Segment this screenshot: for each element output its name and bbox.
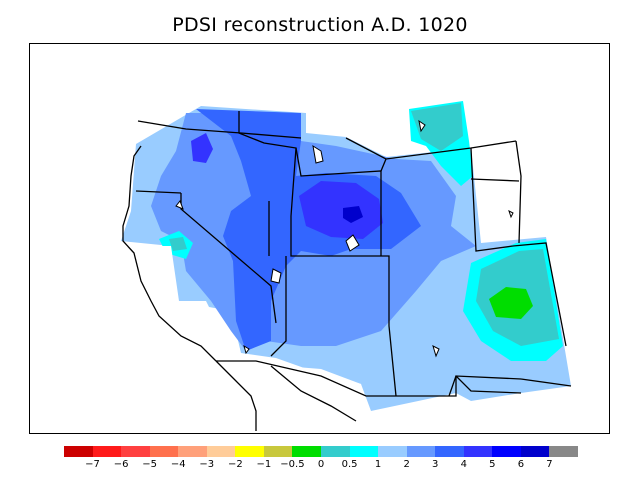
legend-tick-label: 6: [517, 459, 525, 470]
field-very-wet-rockies: [299, 181, 383, 239]
lake-tahoe: [175, 200, 184, 210]
legend-tick-label: 0: [317, 459, 325, 470]
southeast-border: [520, 378, 572, 387]
reservoir-nm: [432, 345, 440, 358]
wyoming-montana-border: [295, 147, 382, 256]
washington-oregon-border: [135, 190, 182, 194]
reservoir-az: [243, 344, 250, 355]
legend-tick-label: −5: [142, 459, 158, 470]
legend-swatch-2: [121, 446, 151, 457]
field-teal-california: [169, 237, 187, 251]
reservoir-mt: [418, 119, 426, 133]
dakota-border: [515, 140, 522, 244]
legend-tick-label: 2: [403, 459, 410, 470]
legend-tick-label: 5: [489, 459, 496, 470]
legend-swatch-4: [178, 446, 208, 457]
legend-tick-label: 0.5: [341, 459, 358, 470]
legend-swatch-15: [492, 446, 522, 457]
legend-swatch-7: [263, 446, 293, 457]
legend-tick-label: 3: [432, 459, 439, 470]
legend-swatch-9: [321, 446, 351, 457]
legend-swatch-11: [378, 446, 408, 457]
legend-swatch-1: [92, 446, 122, 457]
no-data-mexico: [221, 361, 366, 431]
no-data-central-valley: [131, 246, 221, 361]
legend-swatch-16: [520, 446, 550, 457]
color-legend: −7 −6 −5 −4 −3 −2 −1 −0.5 0 0.5 1 2 3 4 5 6 7: [64, 446, 579, 476]
legend-swatch-6: [235, 446, 265, 457]
field-peak-core: [343, 206, 363, 223]
field-strong-wet: [196, 109, 421, 351]
canada-border: [137, 120, 302, 139]
state-boundaries: [122, 111, 572, 431]
legend-swatch-3: [149, 446, 179, 457]
legend-tick-label: 7: [546, 459, 553, 470]
legend-tick-label: 4: [460, 459, 467, 470]
lake-mead: [270, 268, 282, 284]
mexico-coast: [215, 360, 257, 431]
legend-swatch-0: [64, 446, 94, 457]
field-normal-green: [489, 287, 533, 319]
montana-dakota-border: [380, 158, 387, 172]
legend-swatch-12: [406, 446, 436, 457]
legend-swatch-5: [206, 446, 236, 457]
field-very-wet-north: [191, 133, 213, 163]
legend-swatch-13: [435, 446, 465, 457]
texas-border: [448, 375, 457, 397]
legend-tick-label: −0.5: [280, 459, 305, 470]
pdsi-field: [121, 101, 571, 411]
utah-wyoming-border: [290, 216, 381, 257]
map-title: PDSI reconstruction A.D. 1020: [172, 14, 468, 36]
nebraska-border: [470, 178, 520, 182]
legend-tick-label: −1: [256, 459, 272, 470]
legend-swatch-14: [463, 446, 493, 457]
legend-tick-label: −6: [113, 459, 129, 470]
legend-swatch-17: [549, 446, 579, 457]
gulf-california: [270, 365, 357, 422]
map-frame: [29, 43, 610, 434]
legend-tick-label: −7: [85, 459, 100, 470]
legend-swatch-10: [349, 446, 379, 457]
canada-border-east: [345, 137, 517, 160]
reservoir-sd: [508, 210, 514, 219]
no-data-areas: [131, 246, 366, 431]
lakes: [175, 119, 514, 358]
legend-tick-label: −2: [227, 459, 243, 470]
colorado-border: [381, 255, 397, 397]
great-salt-lake: [345, 234, 360, 252]
legend-tick-label: 1: [374, 459, 382, 470]
legend-tick-label: −3: [199, 459, 215, 470]
flathead-lake: [312, 144, 324, 164]
legend-tick-label: −4: [170, 459, 186, 470]
texas-south-border: [455, 375, 522, 394]
new-mexico-border: [270, 256, 287, 357]
legend-swatch-8: [292, 446, 322, 457]
idaho-border: [238, 111, 297, 217]
field-teal-montana: [411, 103, 463, 151]
oklahoma-border: [512, 242, 567, 347]
pacific-coast: [122, 145, 217, 362]
oregon-nevada-border: [180, 193, 277, 324]
kansas-border: [470, 147, 514, 252]
pdsi-map: [121, 101, 572, 431]
